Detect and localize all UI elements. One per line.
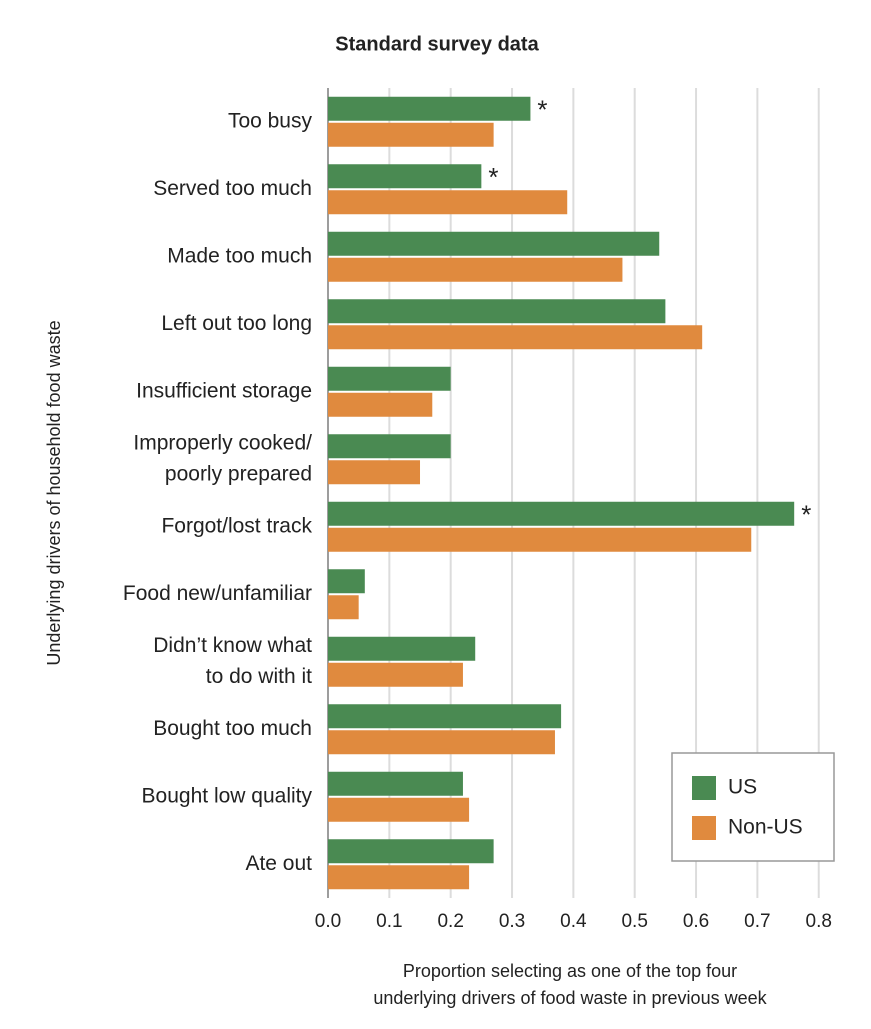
x-axis-label: Proportion selecting as one of the top f…	[403, 961, 737, 981]
annotation: *	[801, 500, 811, 530]
y-tick-label: Made too much	[167, 244, 312, 267]
y-tick-label: Served too much	[153, 177, 312, 200]
y-tick-label: Bought too much	[153, 717, 312, 740]
y-tick-label: Improperly cooked/	[133, 431, 312, 454]
annotation: *	[537, 95, 547, 125]
y-tick-label: poorly prepared	[165, 462, 312, 485]
legend-swatch	[692, 776, 716, 800]
bar	[328, 839, 494, 864]
y-tick-label: Didn’t know what	[153, 634, 312, 657]
bar	[328, 96, 531, 121]
x-axis-label: underlying drivers of food waste in prev…	[373, 988, 767, 1008]
bar	[328, 797, 470, 822]
x-tick-label: 0.2	[437, 911, 463, 932]
bar	[328, 122, 494, 147]
x-tick-label: 0.3	[499, 911, 525, 932]
bar	[328, 299, 666, 324]
y-tick-label: to do with it	[206, 665, 312, 688]
bar	[328, 662, 463, 687]
y-tick-label: Too busy	[228, 109, 313, 132]
bar	[328, 865, 470, 890]
y-tick-label: Food new/unfamiliar	[123, 582, 312, 605]
bar	[328, 569, 365, 594]
bar	[328, 730, 555, 755]
chart-title: Standard survey data	[335, 33, 539, 55]
y-axis-label: Underlying drivers of household food was…	[44, 320, 64, 665]
x-tick-label: 0.8	[806, 911, 832, 932]
y-tick-label: Left out too long	[161, 312, 312, 335]
bar	[328, 190, 568, 215]
bar	[328, 771, 463, 796]
bar	[328, 434, 451, 459]
bar	[328, 704, 562, 729]
bar	[328, 636, 476, 661]
legend-label: Non-US	[728, 816, 803, 839]
bar	[328, 595, 359, 620]
x-tick-label: 0.6	[683, 911, 709, 932]
bar	[328, 392, 433, 417]
legend-box	[671, 752, 835, 862]
x-tick-label: 0.7	[744, 911, 770, 932]
x-tick-label: 0.0	[315, 911, 341, 932]
bar	[328, 366, 451, 391]
bar	[328, 501, 795, 526]
bar	[328, 527, 752, 552]
bar	[328, 257, 623, 282]
bar	[328, 164, 482, 189]
annotation: *	[488, 162, 498, 192]
x-tick-label: 0.5	[621, 911, 647, 932]
legend-swatch	[692, 816, 716, 840]
bar	[328, 460, 421, 485]
x-tick-label: 0.1	[376, 911, 402, 932]
y-tick-label: Bought low quality	[142, 784, 313, 807]
y-tick-label: Forgot/lost track	[161, 514, 312, 537]
x-tick-label: 0.4	[560, 911, 587, 932]
y-tick-label: Ate out	[245, 852, 312, 875]
y-tick-label: Insufficient storage	[136, 379, 312, 402]
bar	[328, 325, 703, 350]
bar	[328, 231, 660, 256]
legend-label: US	[728, 776, 757, 799]
